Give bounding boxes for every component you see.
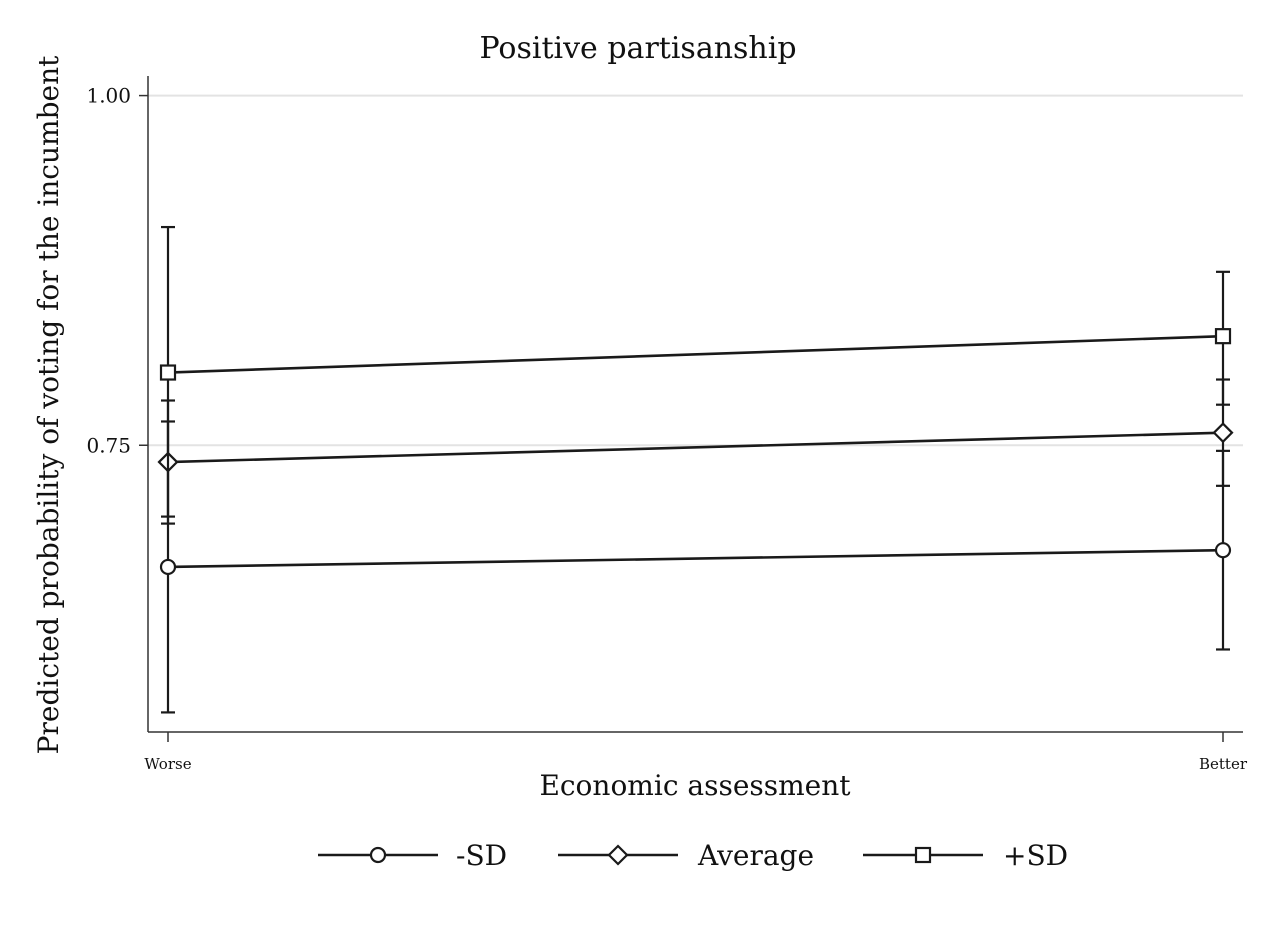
x-axis-title: Economic assessment — [539, 769, 851, 802]
chart-title: Positive partisanship — [479, 31, 796, 66]
marker-circle — [369, 846, 387, 864]
series-line — [167, 431, 1224, 464]
marker-square — [1214, 328, 1232, 345]
gridlines — [148, 94, 1243, 447]
axes — [147, 76, 1243, 733]
marker-square — [914, 846, 932, 864]
legend-label: +SD — [1003, 839, 1068, 872]
y-tick-label: 1.00 — [86, 84, 131, 108]
marker-square — [159, 364, 177, 381]
series-line — [167, 334, 1224, 374]
series-1 — [159, 420, 1232, 714]
y-tick-label: 0.75 — [86, 433, 131, 457]
legend-item-1: -SD — [318, 839, 507, 872]
series-3 — [159, 225, 1232, 518]
x-tick-label: Worse — [144, 755, 191, 773]
marker-circle — [159, 558, 177, 576]
series — [157, 225, 1234, 714]
series-line — [167, 548, 1224, 569]
x-tick-label: Better — [1199, 755, 1248, 773]
legend-item-3: +SD — [863, 839, 1068, 872]
legend: -SD Average +SD — [318, 839, 1068, 872]
marker-circle — [1214, 542, 1232, 559]
y-ticks: 0.75 1.00 — [86, 84, 148, 457]
legend-label: -SD — [456, 839, 507, 872]
marker-diamond — [1212, 422, 1234, 444]
x-ticks: Worse Better — [144, 732, 1248, 773]
series-2 — [157, 378, 1234, 525]
y-axis-title: Predicted probability of voting for the … — [32, 55, 65, 754]
marker-diamond — [607, 844, 629, 866]
legend-label: Average — [697, 839, 814, 872]
legend-item-2: Average — [558, 839, 814, 872]
